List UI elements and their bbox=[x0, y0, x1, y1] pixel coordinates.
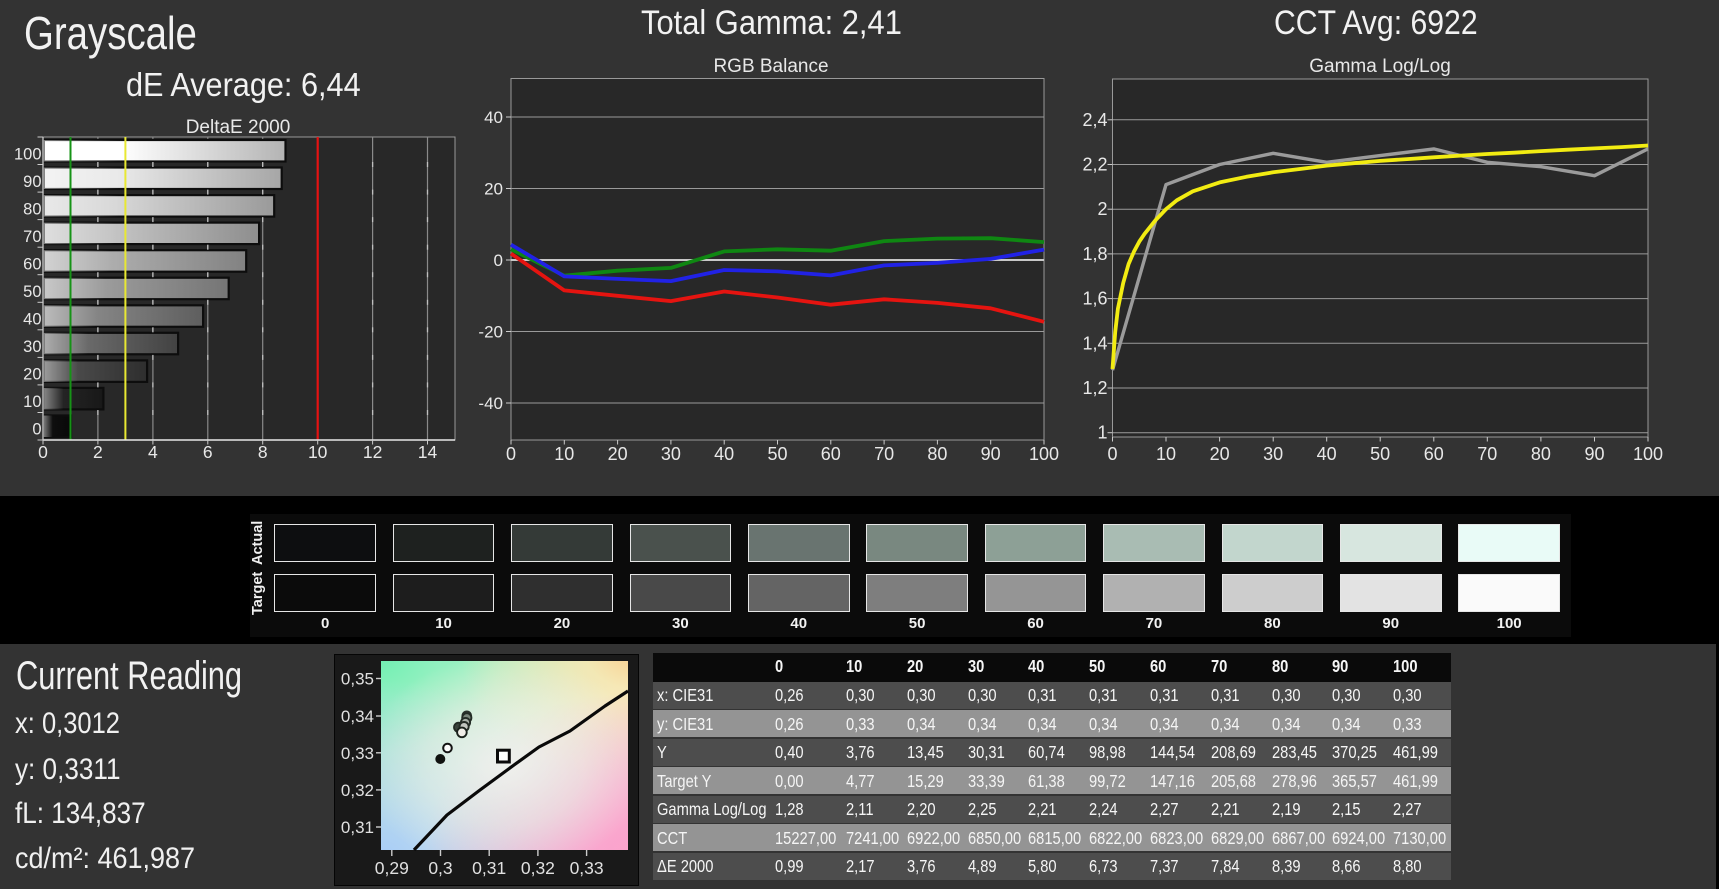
svg-text:0,3: 0,3 bbox=[428, 858, 452, 878]
svg-text:20: 20 bbox=[23, 366, 41, 384]
svg-text:1,2: 1,2 bbox=[1082, 378, 1107, 398]
svg-text:8: 8 bbox=[258, 442, 268, 462]
svg-text:0,31: 0,31 bbox=[472, 858, 506, 878]
svg-text:40: 40 bbox=[484, 108, 503, 127]
svg-text:12: 12 bbox=[363, 442, 382, 462]
svg-text:14: 14 bbox=[418, 442, 438, 462]
svg-text:-20: -20 bbox=[478, 323, 503, 342]
svg-text:0,33: 0,33 bbox=[570, 858, 604, 878]
svg-text:1,8: 1,8 bbox=[1082, 244, 1107, 264]
svg-text:60: 60 bbox=[1424, 444, 1444, 464]
svg-text:10: 10 bbox=[308, 442, 328, 462]
svg-text:2: 2 bbox=[1097, 199, 1107, 219]
svg-text:1,4: 1,4 bbox=[1082, 333, 1107, 353]
svg-text:0,31: 0,31 bbox=[341, 818, 374, 837]
svg-text:70: 70 bbox=[1477, 444, 1497, 464]
svg-text:1: 1 bbox=[1097, 423, 1107, 443]
svg-text:2,4: 2,4 bbox=[1082, 110, 1107, 130]
svg-text:1,6: 1,6 bbox=[1082, 289, 1107, 309]
svg-text:40: 40 bbox=[1317, 444, 1337, 464]
svg-text:0,32: 0,32 bbox=[521, 858, 555, 878]
svg-text:70: 70 bbox=[874, 444, 894, 464]
svg-text:DeltaE 2000: DeltaE 2000 bbox=[186, 117, 291, 138]
svg-text:90: 90 bbox=[1584, 444, 1604, 464]
svg-text:0: 0 bbox=[506, 444, 516, 464]
svg-text:RGB Balance: RGB Balance bbox=[713, 56, 828, 77]
svg-text:Gamma Log/Log: Gamma Log/Log bbox=[1309, 56, 1451, 77]
svg-text:10: 10 bbox=[1156, 444, 1176, 464]
svg-text:0: 0 bbox=[38, 442, 48, 462]
svg-text:-40: -40 bbox=[478, 394, 503, 413]
svg-text:10: 10 bbox=[23, 393, 41, 411]
svg-text:90: 90 bbox=[981, 444, 1001, 464]
svg-text:2,2: 2,2 bbox=[1082, 155, 1107, 175]
svg-text:0,34: 0,34 bbox=[341, 707, 374, 726]
svg-text:30: 30 bbox=[661, 444, 681, 464]
svg-text:0: 0 bbox=[1107, 444, 1117, 464]
svg-text:40: 40 bbox=[714, 444, 734, 464]
svg-text:80: 80 bbox=[23, 200, 41, 218]
svg-text:60: 60 bbox=[821, 444, 841, 464]
svg-text:100: 100 bbox=[1633, 444, 1663, 464]
svg-text:70: 70 bbox=[23, 228, 41, 246]
svg-text:0,29: 0,29 bbox=[375, 858, 409, 878]
svg-text:80: 80 bbox=[927, 444, 947, 464]
svg-text:2: 2 bbox=[93, 442, 103, 462]
svg-text:6: 6 bbox=[203, 442, 213, 462]
svg-text:100: 100 bbox=[14, 145, 42, 163]
svg-text:90: 90 bbox=[23, 173, 41, 191]
svg-text:0,32: 0,32 bbox=[341, 781, 374, 800]
svg-text:20: 20 bbox=[484, 180, 503, 199]
svg-text:20: 20 bbox=[608, 444, 628, 464]
svg-text:80: 80 bbox=[1531, 444, 1551, 464]
svg-text:60: 60 bbox=[23, 256, 41, 274]
svg-text:30: 30 bbox=[1263, 444, 1283, 464]
svg-text:10: 10 bbox=[554, 444, 574, 464]
svg-text:0,33: 0,33 bbox=[341, 744, 374, 763]
svg-text:20: 20 bbox=[1210, 444, 1230, 464]
svg-text:0: 0 bbox=[494, 251, 503, 270]
svg-text:30: 30 bbox=[23, 338, 41, 356]
svg-text:40: 40 bbox=[23, 311, 41, 329]
svg-text:0: 0 bbox=[32, 421, 41, 439]
svg-text:50: 50 bbox=[1370, 444, 1390, 464]
svg-text:50: 50 bbox=[23, 283, 41, 301]
svg-text:4: 4 bbox=[148, 442, 158, 462]
svg-text:100: 100 bbox=[1029, 444, 1059, 464]
svg-text:50: 50 bbox=[767, 444, 787, 464]
svg-text:0,35: 0,35 bbox=[341, 670, 374, 689]
